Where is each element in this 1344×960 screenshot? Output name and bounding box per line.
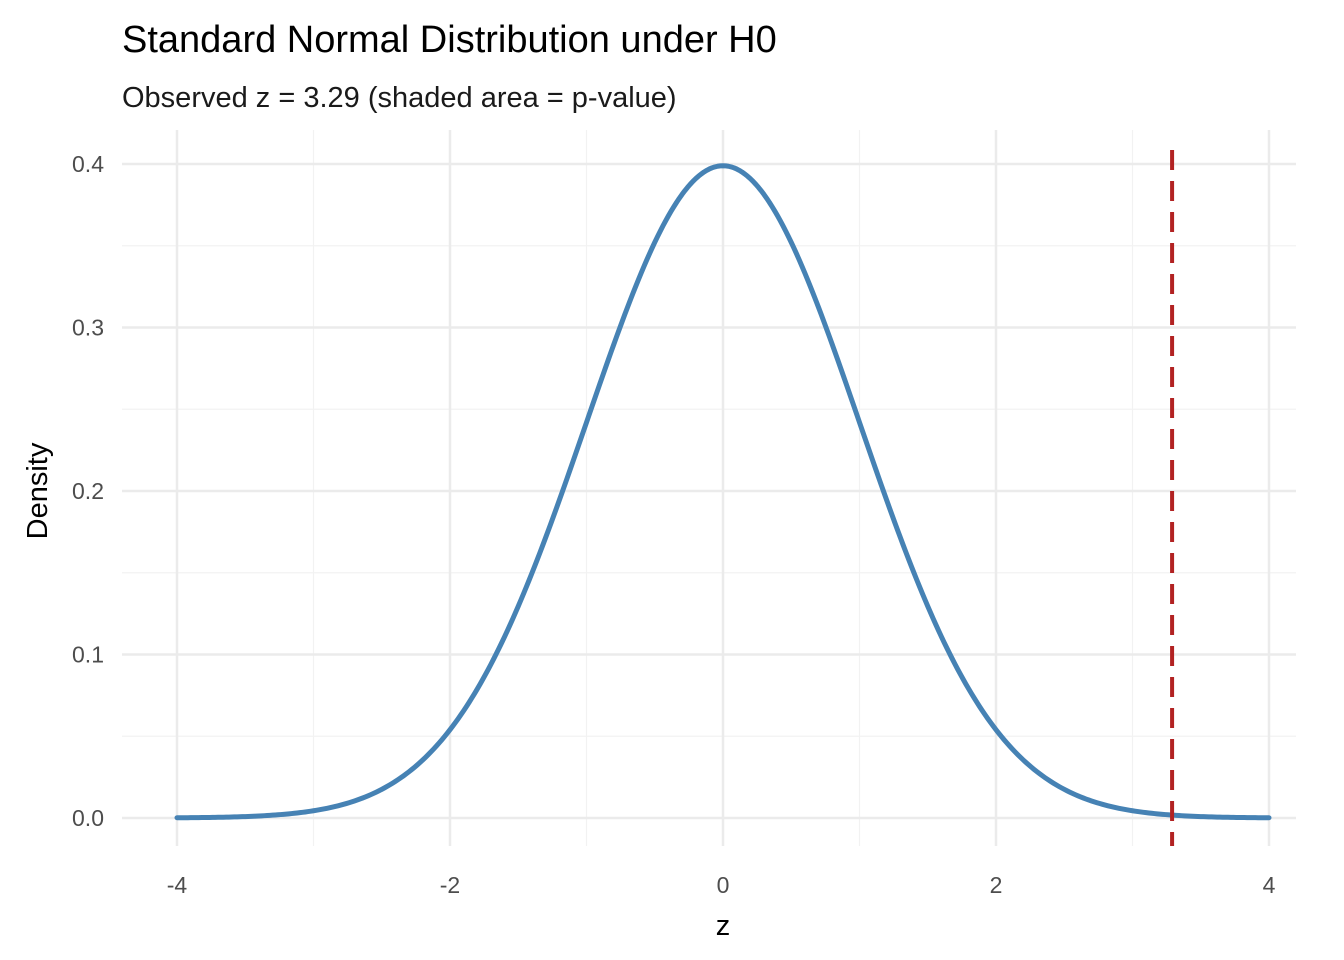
x-axis-title: z xyxy=(716,910,731,942)
major-gridlines xyxy=(122,130,1296,846)
x-tick-label: 2 xyxy=(990,872,1003,898)
minor-gridlines xyxy=(122,130,1296,846)
y-tick-label: 0.4 xyxy=(72,151,104,177)
x-tick-label: 4 xyxy=(1263,872,1276,898)
chart-title: Standard Normal Distribution under H0 xyxy=(122,19,777,61)
y-tick-label: 0.3 xyxy=(72,315,104,341)
y-tick-label: 0.2 xyxy=(72,478,104,504)
density-curve xyxy=(174,163,1272,821)
y-axis-title: Density xyxy=(22,442,54,539)
y-tick-label: 0.1 xyxy=(72,642,104,668)
chart-subtitle: Observed z = 3.29 (shaded area = p-value… xyxy=(122,82,677,114)
y-axis-tick-labels: 0.0 0.1 0.2 0.3 0.4 xyxy=(72,151,104,831)
x-tick-label: -4 xyxy=(167,872,188,898)
x-axis-tick-labels: -4 -2 0 2 4 xyxy=(167,872,1276,898)
x-tick-label: -2 xyxy=(440,872,460,898)
y-tick-label: 0.0 xyxy=(72,805,104,831)
x-tick-label: 0 xyxy=(717,872,730,898)
